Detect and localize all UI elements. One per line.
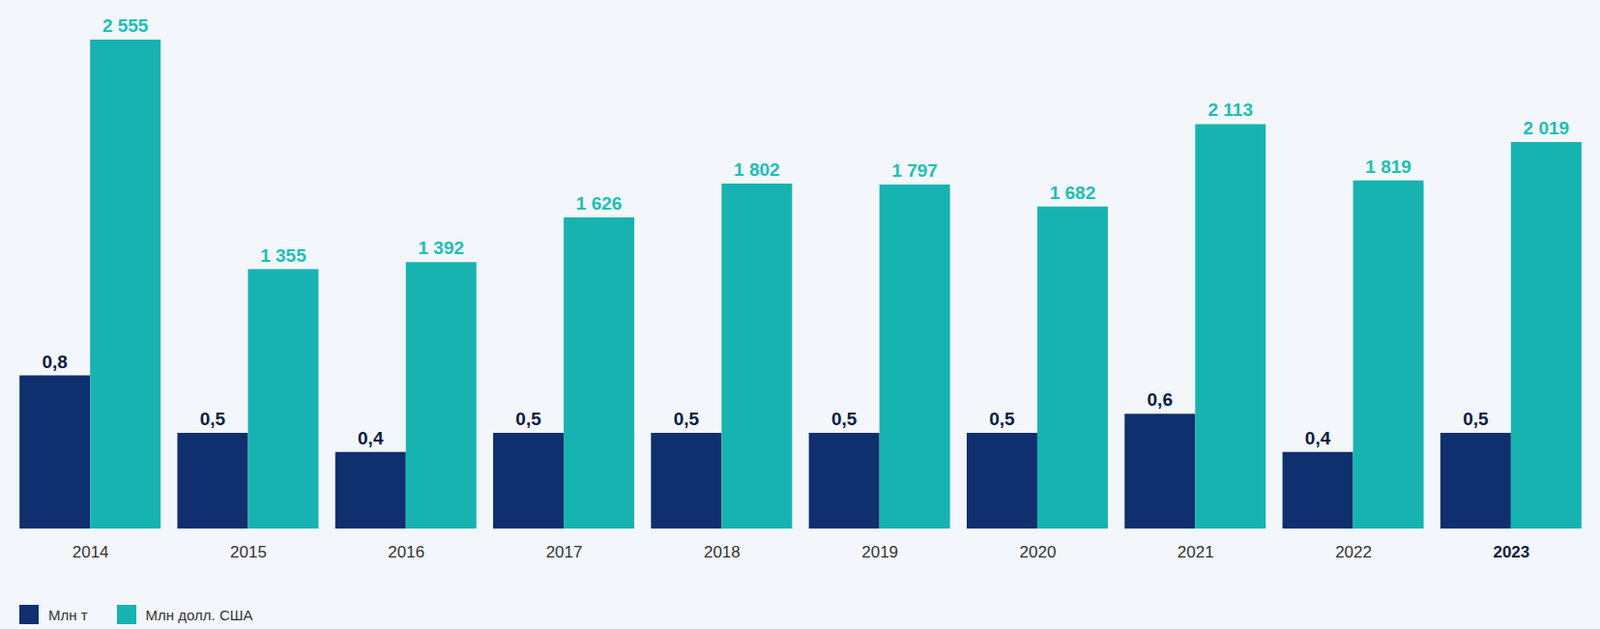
svg-text:2016: 2016 (387, 543, 425, 562)
svg-text:0,5: 0,5 (515, 408, 542, 430)
svg-text:2018: 2018 (703, 543, 741, 562)
svg-text:1 626: 1 626 (576, 193, 623, 214)
svg-text:2022: 2022 (1335, 543, 1372, 562)
svg-text:0,4: 0,4 (357, 428, 384, 449)
svg-text:2019: 2019 (861, 543, 899, 562)
html-text:Млн т: Млн т (48, 606, 88, 624)
svg-text:1 802: 1 802 (733, 159, 781, 180)
svg-text:1 797: 1 797 (891, 160, 938, 181)
svg-text:2 113: 2 113 (1208, 99, 1254, 120)
svg-text:0,5: 0,5 (200, 408, 227, 430)
html-text:Млн долл. США: Млн долл. США (145, 606, 253, 624)
svg-text:2021: 2021 (1177, 543, 1215, 562)
svg-text:1 392: 1 392 (417, 237, 465, 259)
svg-text:2023: 2023 (1492, 543, 1530, 562)
svg-text:1 682: 1 682 (1049, 182, 1097, 204)
svg-text:1 819: 1 819 (1365, 156, 1412, 177)
svg-text:0,5: 0,5 (673, 408, 700, 430)
svg-text:0,8: 0,8 (41, 351, 67, 373)
svg-text:0,4: 0,4 (1305, 428, 1332, 449)
svg-text:2020: 2020 (1019, 543, 1057, 562)
svg-text:2014: 2014 (72, 543, 110, 562)
svg-text:0,5: 0,5 (989, 408, 1016, 430)
svg-text:2015: 2015 (230, 543, 267, 562)
svg-text:2017: 2017 (546, 543, 583, 562)
svg-text:0,6: 0,6 (1147, 389, 1173, 410)
svg-text:2 555: 2 555 (102, 15, 149, 36)
svg-text:1 355: 1 355 (260, 245, 307, 266)
svg-text:0,5: 0,5 (1462, 408, 1489, 430)
svg-text:2 019: 2 019 (1523, 117, 1571, 139)
svg-text:0,5: 0,5 (831, 408, 858, 430)
